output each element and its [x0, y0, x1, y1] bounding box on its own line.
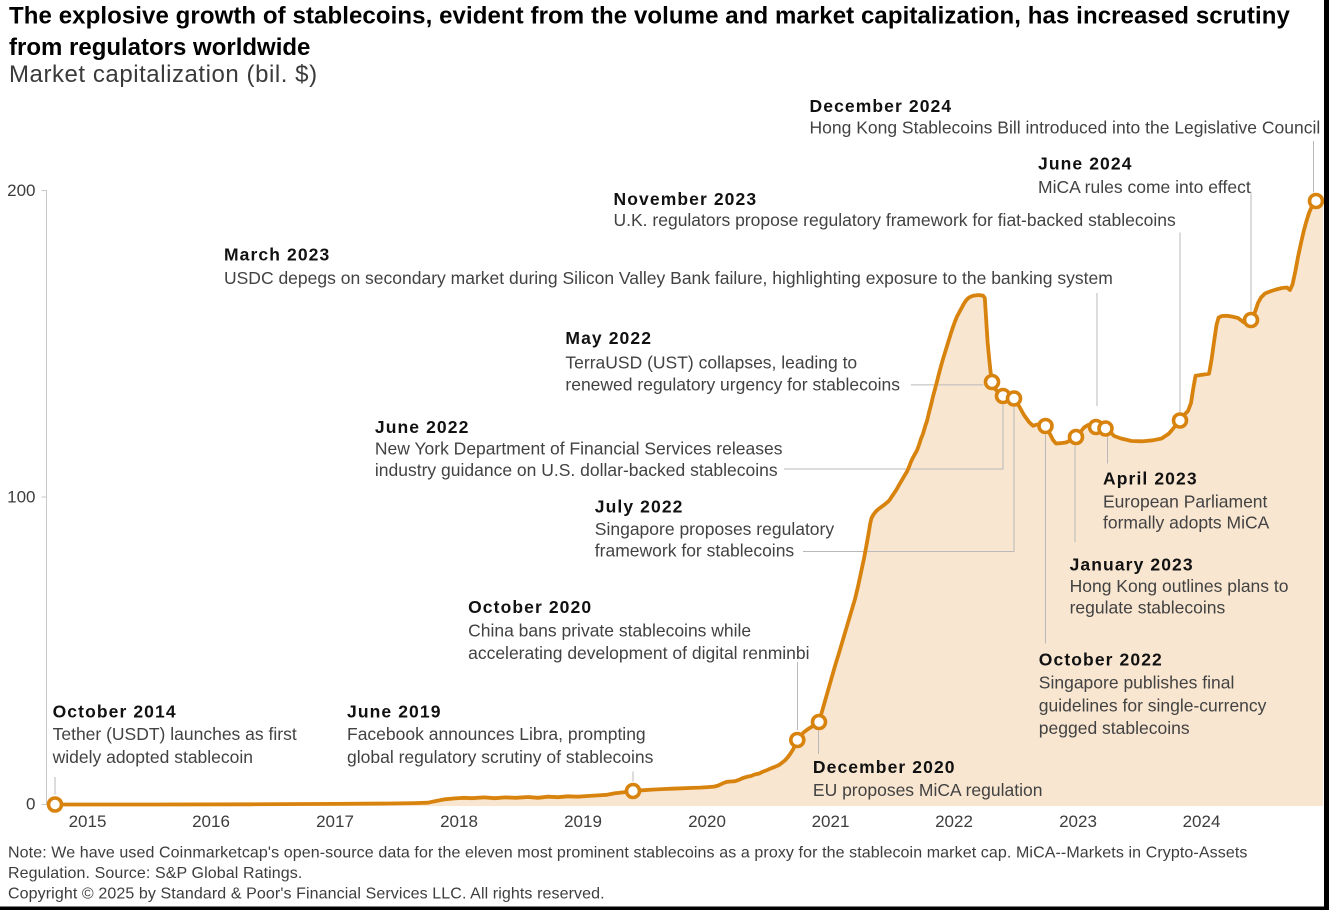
- svg-text:European Parliament: European Parliament: [1103, 491, 1268, 511]
- svg-text:December 2024: December 2024: [810, 96, 953, 116]
- svg-text:formally adopts MiCA: formally adopts MiCA: [1103, 513, 1270, 533]
- svg-text:pegged stablecoins: pegged stablecoins: [1039, 718, 1190, 738]
- svg-text:0: 0: [26, 795, 35, 814]
- svg-text:Hong Kong Stablecoins Bill int: Hong Kong Stablecoins Bill introduced in…: [810, 118, 1321, 138]
- svg-text:200: 200: [7, 181, 35, 200]
- svg-text:December 2020: December 2020: [813, 757, 956, 777]
- svg-text:MiCA rules come into effect: MiCA rules come into effect: [1038, 177, 1251, 197]
- svg-text:2015: 2015: [69, 812, 107, 831]
- svg-text:Market capitalization (bil. $): Market capitalization (bil. $): [9, 61, 318, 88]
- svg-text:2018: 2018: [440, 812, 478, 831]
- svg-text:TerraUSD (UST) collapses, lead: TerraUSD (UST) collapses, leading to: [565, 353, 857, 373]
- svg-text:March 2023: March 2023: [224, 245, 330, 265]
- svg-text:2023: 2023: [1059, 812, 1097, 831]
- svg-text:Regulation. Source: S&P Global: Regulation. Source: S&P Global Ratings.: [8, 865, 302, 882]
- svg-text:2021: 2021: [812, 812, 850, 831]
- svg-text:2020: 2020: [688, 812, 726, 831]
- svg-text:The explosive growth of stable: The explosive growth of stablecoins, evi…: [9, 3, 1290, 30]
- svg-text:October 2014: October 2014: [53, 702, 177, 722]
- svg-text:June 2019: June 2019: [347, 702, 442, 722]
- svg-text:Tether (USDT) launches as firs: Tether (USDT) launches as first: [53, 724, 297, 744]
- svg-text:USDC depegs on secondary marke: USDC depegs on secondary market during S…: [224, 268, 1113, 288]
- svg-text:July 2022: July 2022: [595, 496, 684, 516]
- svg-text:Hong Kong outlines plans to: Hong Kong outlines plans to: [1070, 576, 1289, 596]
- svg-text:Facebook announces Libra, prom: Facebook announces Libra, prompting: [347, 724, 646, 744]
- svg-text:2022: 2022: [935, 812, 973, 831]
- svg-text:100: 100: [7, 488, 35, 507]
- svg-text:November 2023: November 2023: [614, 189, 758, 209]
- svg-text:Singapore proposes regulatory: Singapore proposes regulatory: [595, 519, 835, 539]
- svg-text:U.K. regulators propose regula: U.K. regulators propose regulatory frame…: [614, 210, 1176, 230]
- svg-text:EU proposes MiCA regulation: EU proposes MiCA regulation: [813, 780, 1043, 800]
- svg-text:April 2023: April 2023: [1103, 469, 1198, 489]
- svg-text:January 2023: January 2023: [1070, 555, 1194, 575]
- svg-text:China bans private stablecoins: China bans private stablecoins while: [468, 621, 751, 641]
- svg-text:2024: 2024: [1183, 812, 1221, 831]
- svg-text:industry guidance on U.S. doll: industry guidance on U.S. dollar-backed …: [375, 460, 778, 480]
- svg-text:May 2022: May 2022: [565, 328, 652, 348]
- svg-text:2017: 2017: [316, 812, 354, 831]
- svg-text:widely adopted stablecoin: widely adopted stablecoin: [52, 747, 253, 767]
- svg-text:Copyright © 2025 by Standard &: Copyright © 2025 by Standard & Poor's Fi…: [8, 885, 605, 902]
- svg-text:October 2020: October 2020: [468, 597, 592, 617]
- svg-text:accelerating development of di: accelerating development of digital renm…: [468, 643, 809, 663]
- svg-text:2016: 2016: [192, 812, 230, 831]
- svg-text:guidelines for single-currency: guidelines for single-currency: [1039, 696, 1267, 716]
- svg-text:June 2022: June 2022: [375, 417, 470, 437]
- svg-text:renewed regulatory urgency for: renewed regulatory urgency for stablecoi…: [565, 374, 900, 394]
- svg-text:October 2022: October 2022: [1039, 650, 1163, 670]
- svg-text:framework for stablecoins: framework for stablecoins: [595, 541, 795, 561]
- svg-text:from regulators worldwide: from regulators worldwide: [9, 34, 310, 61]
- svg-text:2019: 2019: [564, 812, 602, 831]
- svg-text:Note: We have used Coinmarketc: Note: We have used Coinmarketcap's open-…: [8, 845, 1247, 862]
- svg-text:New York Department of Financi: New York Department of Financial Service…: [375, 439, 783, 459]
- svg-text:regulate stablecoins: regulate stablecoins: [1070, 598, 1226, 618]
- svg-text:Singapore publishes final: Singapore publishes final: [1039, 672, 1235, 692]
- svg-text:global regulatory scrutiny of: global regulatory scrutiny of stablecoin…: [347, 747, 654, 767]
- svg-text:June 2024: June 2024: [1038, 154, 1133, 174]
